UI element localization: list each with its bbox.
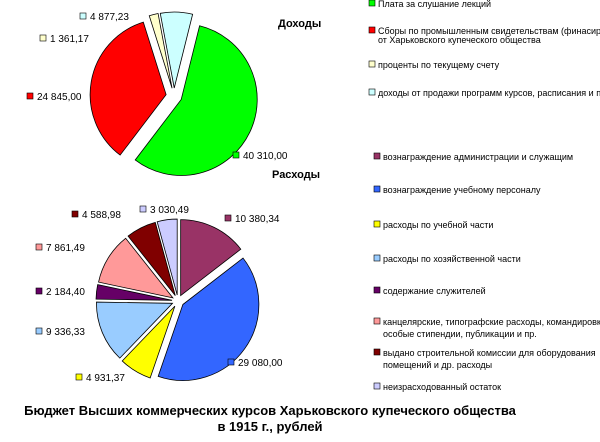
income-label-marker-2: [39, 34, 47, 42]
expense-legend-label-1: вознаграждение учебному персоналу: [383, 185, 541, 195]
income-legend-swatch-2: [368, 60, 376, 68]
expense-label-marker-7: [139, 205, 147, 213]
expense-slice-3: [96, 301, 174, 359]
expense-slice-1: [157, 257, 260, 381]
expense-legend-label-6: выдано строительной комиссии для оборудо…: [383, 348, 596, 370]
expense-slice-7: [156, 218, 178, 296]
expense-label-marker-2: [75, 373, 83, 381]
expense-slice-6: [127, 221, 176, 296]
income-slice-0: [134, 25, 258, 176]
income-legend-swatch-1: [368, 26, 376, 34]
caption-line-2: в 1915 г., рублей: [217, 419, 323, 434]
expense-label-marker-5: [35, 243, 43, 251]
expense-label-marker-6: [71, 210, 79, 218]
expense-data-label-5: 7 861,49: [46, 243, 85, 254]
data-labels: 40 310,00 24 845,00 1 361,174 877,23 10 380…: [26, 12, 288, 384]
income-label-marker-1: [26, 92, 34, 100]
income-legend-label-0: Плата за слушание лекций: [378, 0, 491, 9]
expense-legend-swatch-7: [373, 382, 381, 390]
expense-legend-swatch-3: [373, 254, 381, 262]
expense-legend-label-7: неизрасходованный остаток: [383, 382, 501, 392]
income-data-label-3: 4 877,23: [90, 12, 129, 23]
income-legend-swatch-0: [368, 0, 376, 7]
expense-slice-0: [180, 219, 242, 297]
income-data-label-0: 40 310,00: [243, 151, 288, 162]
expense-data-label-3: 9 336,33: [46, 327, 85, 338]
expense-data-label-4: 2 184,40: [46, 287, 85, 298]
expense-label-marker-3: [35, 327, 43, 335]
income-slice-3: [159, 11, 194, 89]
income-legend-label-2: проценты по текущему счету: [378, 60, 500, 70]
expense-legend-swatch-6: [373, 348, 381, 356]
expense-pie-title: Расходы: [272, 169, 320, 181]
expense-legend-swatch-4: [373, 286, 381, 294]
expense-legend-label-2: расходы по учебной части: [383, 220, 493, 230]
expense-data-label-0: 10 380,34: [235, 214, 280, 225]
expense-legend-label-0: вознаграждение администрации и служащим: [383, 152, 573, 162]
expense-slice-2: [121, 305, 176, 379]
expense-legend-label-5: канцелярские, типографские расходы, кома…: [383, 317, 600, 339]
chart-caption: Бюджет Высших коммерческих курсов Харько…: [0, 403, 600, 435]
expense-slice-5: [98, 237, 174, 299]
expense-data-label-7: 3 030,49: [150, 205, 189, 216]
expense-legend-label-3: расходы по хозяйственной части: [383, 254, 521, 264]
income-legend-swatch-3: [368, 88, 376, 96]
expense-data-label-1: 29 080,00: [238, 358, 283, 369]
income-data-label-2: 1 361,17: [50, 34, 89, 45]
income-pie-title: Доходы: [278, 18, 321, 30]
income-legend-label-3: доходы от продажи программ курсов, распи…: [378, 88, 600, 98]
income-label-marker-3: [79, 12, 87, 20]
expense-label-marker-0: [224, 214, 232, 222]
expense-data-label-2: 4 931,37: [86, 373, 125, 384]
income-slice-1: [89, 21, 167, 156]
income-data-label-1: 24 845,00: [37, 92, 82, 103]
expense-data-label-6: 4 588,98: [82, 210, 121, 221]
expense-legend-swatch-1: [373, 185, 381, 193]
caption-line-1: Бюджет Высших коммерческих курсов Харько…: [24, 403, 516, 418]
expense-slice-4: [95, 284, 173, 301]
expense-legend-swatch-5: [373, 317, 381, 325]
income-pie: [89, 11, 258, 176]
expense-legend: вознаграждение администрации и служащим в…: [373, 152, 600, 392]
income-slice-2: [148, 13, 173, 89]
expense-pie: [95, 218, 260, 381]
income-label-marker-0: [232, 151, 240, 159]
expense-label-marker-4: [35, 287, 43, 295]
expense-label-marker-1: [227, 358, 235, 366]
expense-legend-label-4: содержание служителей: [383, 286, 486, 296]
expense-legend-swatch-0: [373, 152, 381, 160]
expense-legend-swatch-2: [373, 220, 381, 228]
income-legend: Плата за слушание лекций Сборы по промышл…: [368, 0, 600, 98]
income-legend-label-1: Сборы по промышленным свидетельствам (фи…: [378, 26, 600, 45]
